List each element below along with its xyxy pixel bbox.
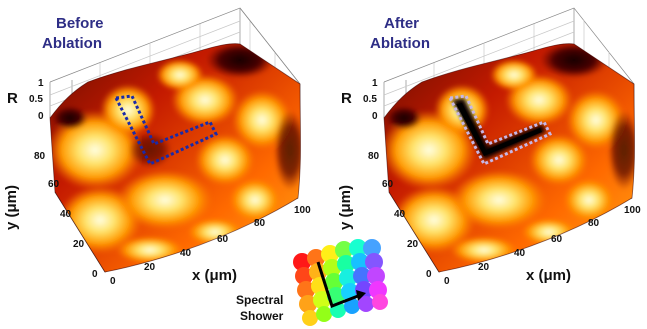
panel-title-line2-after: Ablation — [370, 35, 430, 52]
panel-after: After Ablation R 1 0.5 0 y (μm) 80 60 40… — [337, 7, 641, 287]
x-tick-60-after: 60 — [551, 234, 563, 245]
scan-path-arrow — [316, 261, 366, 308]
y-tick-0-before: 0 — [92, 269, 98, 280]
x-tick-40-before: 40 — [180, 248, 192, 259]
r-tick-05-after: 0.5 — [363, 94, 377, 105]
panel-title-line1-after: After — [384, 15, 419, 32]
panel-title-line1-before: Before — [56, 15, 104, 32]
x-tick-0-after: 0 — [444, 276, 450, 287]
y-tick-40-after: 40 — [394, 209, 406, 220]
panel-title-line2-before: Ablation — [42, 35, 102, 52]
legend-label-line2: Shower — [240, 309, 284, 323]
x-tick-40-after: 40 — [514, 248, 526, 259]
spectral-shower-legend: Spectral Shower — [236, 239, 388, 326]
r-tick-05-before: 0.5 — [29, 94, 43, 105]
y-axis-label-before: y (μm) — [3, 185, 20, 230]
r-axis-label-after: R — [341, 90, 352, 107]
legend-label-line1: Spectral — [236, 293, 283, 307]
r-tick-1-after: 1 — [372, 78, 378, 89]
y-axis-label-after: y (μm) — [337, 185, 354, 230]
r-tick-0-before: 0 — [38, 111, 44, 122]
x-tick-60-before: 60 — [217, 234, 229, 245]
panel-before: Before Ablation R 1 0.5 0 y (μm) 80 60 4… — [3, 7, 311, 287]
y-tick-0-after: 0 — [426, 269, 432, 280]
surface-edge-after — [383, 43, 635, 273]
y-tick-80-before: 80 — [34, 151, 46, 162]
r-tick-1-before: 1 — [38, 78, 44, 89]
r-tick-0-after: 0 — [372, 111, 378, 122]
x-tick-100-before: 100 — [294, 205, 311, 216]
x-tick-20-after: 20 — [478, 262, 490, 273]
x-tick-100-after: 100 — [624, 205, 641, 216]
y-tick-20-after: 20 — [407, 239, 419, 250]
surface-edge-before — [49, 43, 301, 273]
x-axis-label-after: x (μm) — [526, 267, 571, 284]
x-axis-label-before: x (μm) — [192, 267, 237, 284]
spectral-shower-spots — [293, 239, 388, 326]
x-tick-80-before: 80 — [254, 218, 266, 229]
y-tick-60-before: 60 — [48, 179, 60, 190]
x-tick-20-before: 20 — [144, 262, 156, 273]
r-axis-label-before: R — [7, 90, 18, 107]
reflectance-surface-after — [384, 43, 635, 272]
x-tick-0-before: 0 — [110, 276, 116, 287]
x-tick-80-after: 80 — [588, 218, 600, 229]
y-tick-60-after: 60 — [382, 179, 394, 190]
y-tick-20-before: 20 — [73, 239, 85, 250]
y-tick-80-after: 80 — [368, 151, 380, 162]
y-tick-40-before: 40 — [60, 209, 72, 220]
